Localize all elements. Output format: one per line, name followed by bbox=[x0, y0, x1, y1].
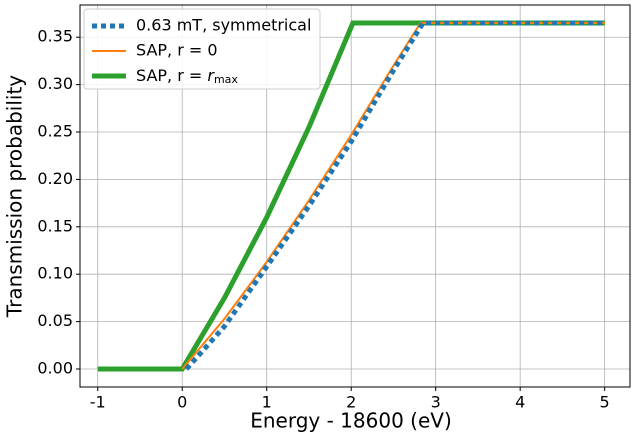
y-tick-label: 0.15 bbox=[37, 216, 73, 235]
x-tick-label: 1 bbox=[262, 393, 272, 412]
x-tick-label: 3 bbox=[431, 393, 441, 412]
x-tick-label: 2 bbox=[346, 393, 356, 412]
line bbox=[181, 22, 605, 370]
y-tick-label: 0.20 bbox=[37, 169, 73, 188]
x-axis-label: Energy - 18600 (eV) bbox=[250, 409, 452, 433]
y-tick-label: 0.35 bbox=[37, 27, 73, 46]
y-axis-label: Transmission probability bbox=[3, 75, 27, 318]
legend-label: SAP, r = rmax bbox=[136, 66, 238, 87]
x-tick-label: 4 bbox=[515, 393, 525, 412]
legend-label: 0.63 mT, symmetrical bbox=[136, 16, 311, 35]
y-tick-label: 0.30 bbox=[37, 74, 73, 93]
y-tick-label: 0.00 bbox=[37, 358, 73, 377]
y-tick-label: 0.10 bbox=[37, 264, 73, 283]
x-tick-label: 0 bbox=[177, 393, 187, 412]
y-tick-label: 0.05 bbox=[37, 311, 73, 330]
line bbox=[97, 20, 605, 372]
legend-box bbox=[83, 8, 321, 90]
legend-label: SAP, r = 0 bbox=[136, 41, 218, 60]
x-tick-label: -1 bbox=[90, 393, 106, 412]
plot-frame bbox=[79, 4, 631, 388]
x-tick-label: 5 bbox=[600, 393, 610, 412]
y-tick-label: 0.25 bbox=[37, 122, 73, 141]
